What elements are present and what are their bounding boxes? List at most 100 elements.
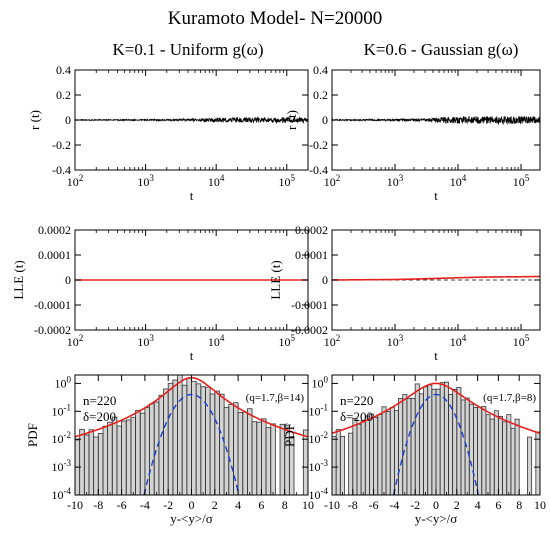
x-tick-label: 103 <box>137 173 154 189</box>
x-tick-label: -8 <box>348 498 358 512</box>
y-tick-label: 0.4 <box>313 63 328 77</box>
x-tick-label: 102 <box>67 173 84 189</box>
y-axis-label: PDF <box>282 423 297 447</box>
y-axis-label: LLE (t) <box>11 260 26 299</box>
y-tick-label: 10-3 <box>309 458 329 474</box>
series-line <box>332 115 540 126</box>
gaussian-curve <box>393 393 479 495</box>
x-tick-label: 104 <box>450 333 467 349</box>
x-tick-label: 104 <box>450 173 467 189</box>
x-axis-label: t <box>190 188 194 203</box>
x-axis-label: y-<y>/σ <box>415 511 458 526</box>
y-tick-label: -0.2 <box>52 138 71 152</box>
panel-lle-right: 102 103 104 105-0.0002-0.000100.00010.0002t… <box>268 223 541 363</box>
x-tick-label: 103 <box>387 173 404 189</box>
x-tick-label: -6 <box>117 498 127 512</box>
annotation-delta: δ=200 <box>83 409 116 424</box>
x-tick-label: 0 <box>189 498 195 512</box>
x-tick-label: 6 <box>258 498 264 512</box>
histogram-bar <box>514 418 520 495</box>
panel-r-right: 102 103 104 105 -0.4 -0.2 0 0.2 0.4 t r (t) <box>284 63 541 203</box>
x-tick-label: 103 <box>387 333 404 349</box>
column-title-left: K=0.1 - Uniform g(ω) <box>112 40 263 59</box>
y-tick-label: 0.0001 <box>295 248 328 262</box>
gaussian-curve <box>143 393 240 495</box>
x-tick-label: 105 <box>279 173 296 189</box>
y-tick-label: 0.0002 <box>38 223 71 237</box>
y-tick-label: -0.0001 <box>291 298 328 312</box>
x-tick-label: -6 <box>369 498 379 512</box>
annotation-delta: δ=200 <box>340 409 373 424</box>
x-tick-label: 4 <box>475 498 481 512</box>
y-tick-label: 0.2 <box>56 88 71 102</box>
x-tick-label: 105 <box>279 333 296 349</box>
y-tick-label: 0.2 <box>313 88 328 102</box>
x-axis-label: t <box>434 188 438 203</box>
y-tick-label: 0 <box>65 273 71 287</box>
plot-area-pdf-right <box>332 381 540 495</box>
panel-lle-left: 102 103 104 105 -0.0002 -0.0001 0 0.0001 0.0002 t… <box>11 223 309 363</box>
x-tick-label: -10 <box>324 498 340 512</box>
x-tick-label: -10 <box>67 498 83 512</box>
y-tick-label: 0 <box>322 113 328 127</box>
y-tick-label: 0 <box>322 273 328 287</box>
y-tick-label: 0.0002 <box>295 223 328 237</box>
x-tick-label: 102 <box>324 173 341 189</box>
y-tick-label: 10-2 <box>52 430 72 446</box>
x-tick-label: 8 <box>282 498 288 512</box>
y-axis-label: PDF <box>25 423 40 447</box>
qgaussian-fit <box>332 382 540 435</box>
y-tick-label: 100 <box>312 374 329 390</box>
x-tick-label: 2 <box>454 498 460 512</box>
x-tick-label: 102 <box>324 333 341 349</box>
annotation-fit-params: (q=1.7,β=14) <box>246 392 305 404</box>
plot-area-lle-right <box>332 275 540 281</box>
y-tick-label: -0.4 <box>52 163 71 177</box>
y-tick-label: -0.2 <box>309 138 328 152</box>
annotation-fit-params: (q=1.7,β=8) <box>483 392 536 404</box>
y-tick-label: -0.0002 <box>34 323 71 337</box>
x-axis-label: y-<y>/σ <box>170 511 213 526</box>
series-line <box>75 115 308 125</box>
x-tick-label: 10 <box>534 498 546 512</box>
y-tick-label: 10-4 <box>309 486 329 502</box>
plot-area-r-right <box>332 115 540 126</box>
x-axis-label: t <box>190 348 194 363</box>
y-tick-label: 0.4 <box>56 63 71 77</box>
x-tick-label: -2 <box>163 498 173 512</box>
y-tick-label: 10-1 <box>52 402 72 418</box>
y-tick-label: 100 <box>55 374 72 390</box>
panel-pdf-right: -10 -8 -6 -4 -2 0 2 4 6 8 1010-410-310-210-1100y-<… <box>282 374 546 526</box>
x-tick-label: -8 <box>93 498 103 512</box>
annotation-n: n=220 <box>340 393 373 408</box>
histogram-bar <box>270 423 276 495</box>
y-tick-label: -0.4 <box>309 163 328 177</box>
x-tick-label: 105 <box>513 173 530 189</box>
y-tick-label: 10-2 <box>309 430 329 446</box>
x-tick-label: 8 <box>516 498 522 512</box>
x-tick-label: 104 <box>208 173 225 189</box>
x-tick-label: 102 <box>67 333 84 349</box>
histogram-bar <box>288 436 295 495</box>
x-tick-label: 105 <box>513 333 530 349</box>
panel-pdf-left: -10 -8 -6 -4 -2 0 2 4 6 8 10 10-4 10-3 10-2 10-1 100 y-<… <box>25 374 314 526</box>
column-title-right: K=0.6 - Gaussian g(ω) <box>364 40 519 59</box>
y-tick-label: 0 <box>65 113 71 127</box>
x-tick-label: 10 <box>302 498 314 512</box>
y-tick-label: -0.0001 <box>34 298 71 312</box>
annotation-n: n=220 <box>83 393 116 408</box>
y-tick-label: -0.0002 <box>291 323 328 337</box>
x-tick-label: 104 <box>208 333 225 349</box>
series-line <box>332 275 540 281</box>
x-tick-label: 2 <box>212 498 218 512</box>
x-tick-label: 0 <box>433 498 439 512</box>
y-tick-label: 10-1 <box>309 402 329 418</box>
y-tick-label: 10-3 <box>52 458 72 474</box>
x-tick-label: 103 <box>137 333 154 349</box>
main-title: Kuramoto Model- N=20000 <box>168 8 382 29</box>
x-axis-label: t <box>434 348 438 363</box>
x-tick-label: -4 <box>389 498 399 512</box>
y-axis-label: LLE (t) <box>268 260 283 299</box>
x-tick-label: -2 <box>410 498 420 512</box>
